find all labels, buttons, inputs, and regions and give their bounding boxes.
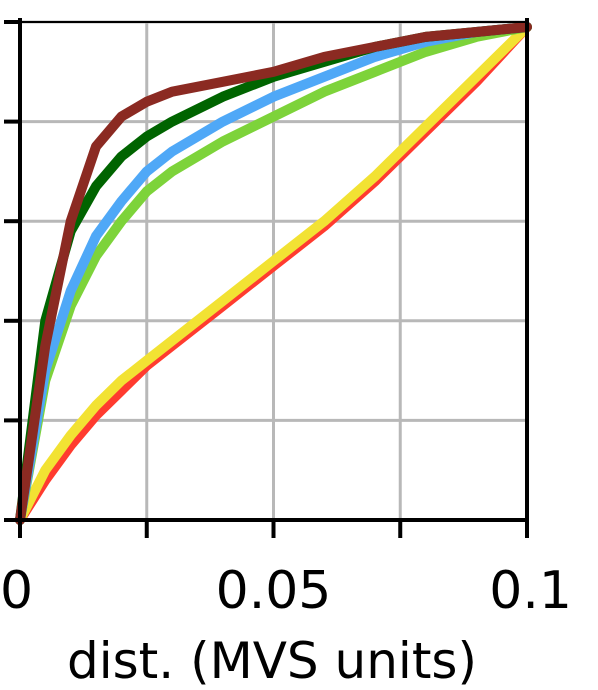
x-tick-label-4: 0.1 (489, 561, 572, 621)
series-line-3 (15, 22, 532, 525)
plot-frame (18, 18, 529, 522)
x-tick-label-0: 0 (0, 561, 33, 621)
series-line-1 (15, 22, 532, 525)
x-axis-label: dist. (MVS units) (67, 632, 477, 690)
axis-ticks: 0 0.05 0.1 (0, 20, 572, 621)
series-lines (15, 22, 532, 525)
series-line-2 (15, 22, 532, 525)
x-tick-label-2: 0.05 (216, 561, 332, 621)
series-line-5 (15, 22, 532, 525)
